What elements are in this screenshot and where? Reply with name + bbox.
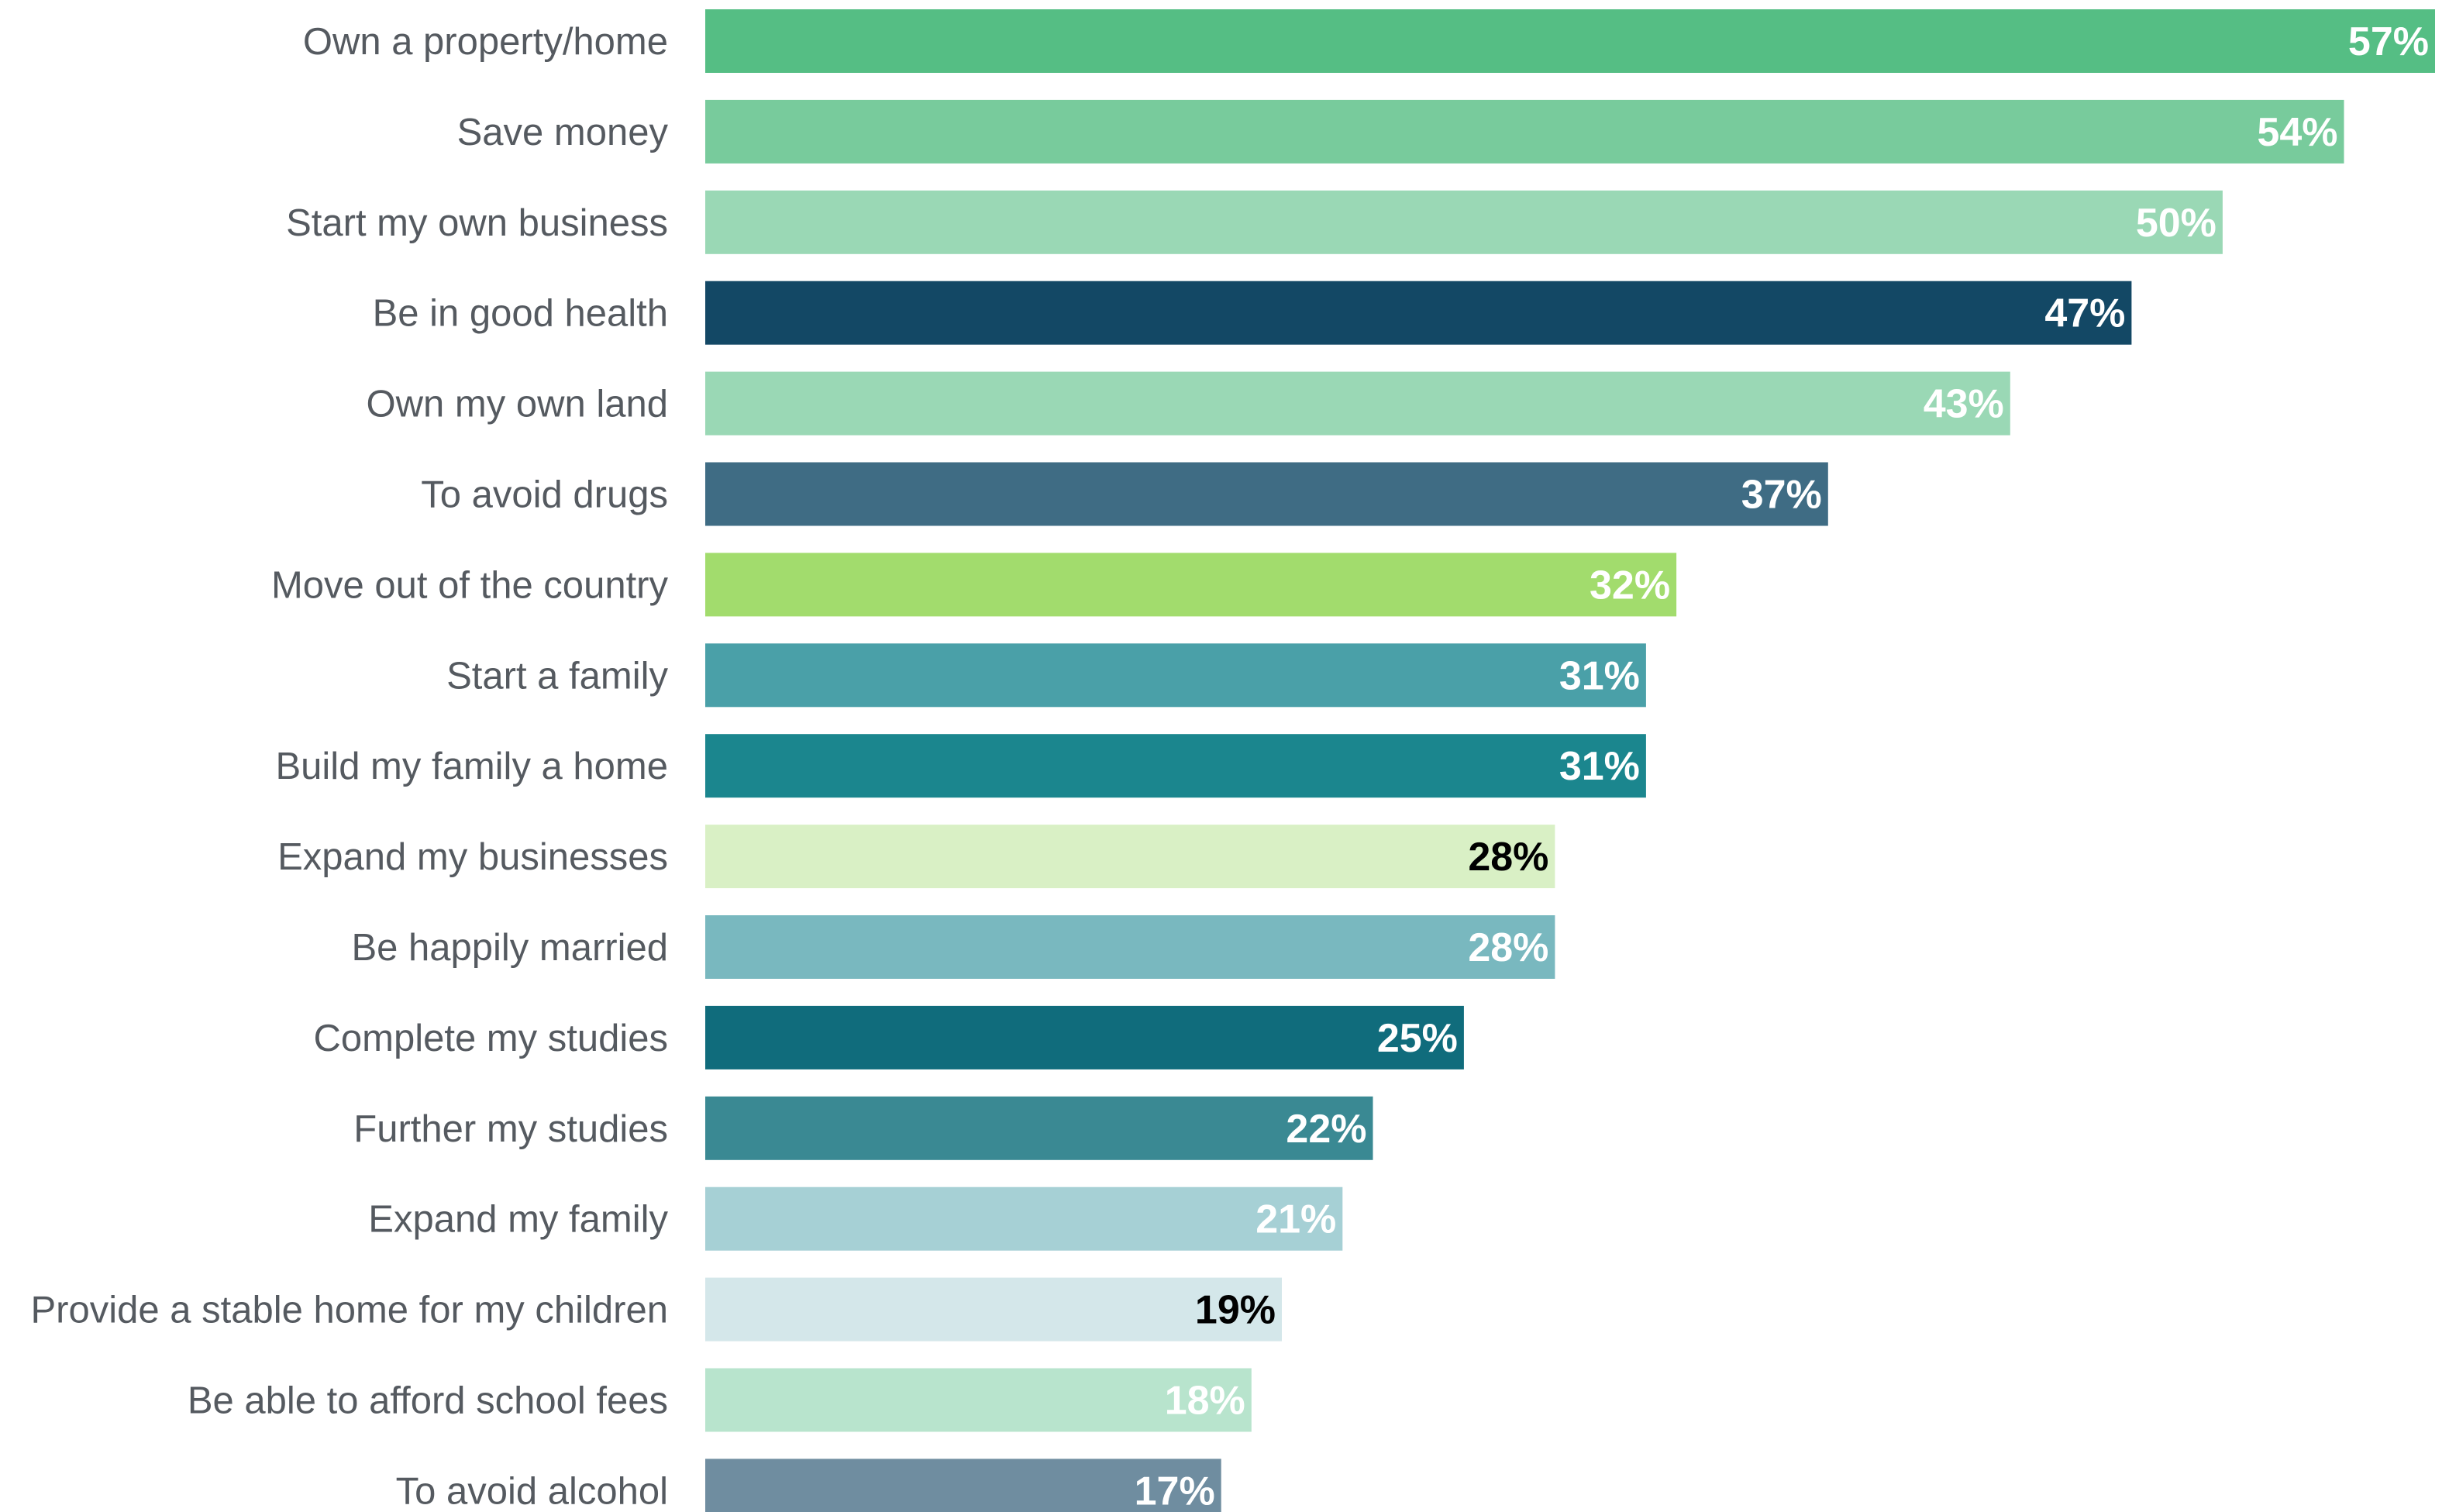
category-label: Provide a stable home for my children [31,1290,669,1331]
bar [705,281,2132,345]
value-label: 47% [2044,291,2125,336]
value-labels-group: 57% 54% 50%47% 43% 37% 32% 31% 31% 28% 28% 25% 22% 2… [1135,19,2429,1512]
category-label: Move out of the country [271,564,669,606]
value-label: 22% [1286,1107,1366,1152]
bar [705,1005,1464,1069]
bar [705,1277,1282,1342]
bar [705,734,1646,798]
bar [705,643,1646,708]
category-label: Be in good health [373,293,668,335]
category-label: Start a family [446,655,668,697]
value-label: 37% [1741,473,1822,518]
value-label: 43% [1924,382,2004,427]
bar [705,9,2435,73]
category-label: Expand my businesses [277,836,668,878]
value-label: 18% [1165,1379,1245,1424]
value-label: 32% [1590,563,1670,608]
bar [705,553,1677,617]
category-label: To avoid drugs [421,474,668,516]
bar [705,462,1828,526]
value-label: 17% [1135,1469,1215,1512]
value-label: 31% [1559,653,1640,698]
bar [705,190,2223,254]
value-label: 19% [1195,1288,1276,1333]
category-label: Start my own business [286,202,668,244]
bar [705,1187,1343,1251]
category-label: Save money [457,112,669,153]
bar [705,915,1555,979]
category-label: To avoid alcohol [396,1470,668,1512]
category-label: Further my studies [353,1108,668,1150]
value-label: 57% [2348,19,2429,64]
category-label: Build my family a home [275,746,668,787]
value-label: 54% [2257,110,2337,155]
value-label: 28% [1468,835,1548,880]
category-label: Be able to afford school fees [188,1380,668,1422]
bars-group [705,9,2435,1512]
value-label: 21% [1256,1197,1336,1242]
bar [705,1459,1221,1512]
category-label: Own a property/home [303,21,668,63]
value-label: 50% [2136,201,2216,246]
value-label: 31% [1559,744,1640,789]
category-label: Own my own land [367,384,668,425]
bar [705,371,2010,436]
bar [705,99,2344,164]
bar [705,825,1555,889]
category-label: Complete my studies [313,1018,668,1059]
bar [705,1096,1373,1160]
bar [705,1368,1252,1432]
value-label: 28% [1468,925,1548,970]
category-label: Be happily married [351,927,668,969]
category-label: Expand my family [368,1199,668,1241]
category-labels-group: Own a property/home Save money Start my ow… [31,21,669,1512]
value-label: 25% [1377,1016,1458,1061]
